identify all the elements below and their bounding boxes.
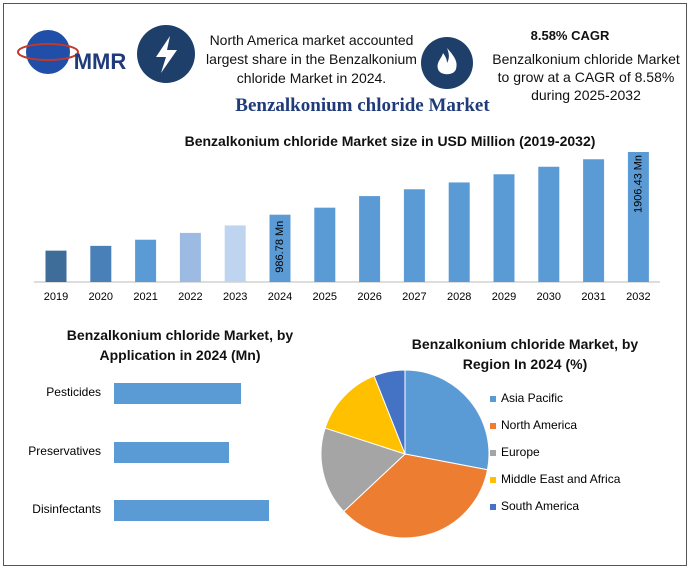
value-label: 986.78 Mn xyxy=(274,221,286,273)
x-tick-label: 2032 xyxy=(626,291,650,303)
bar xyxy=(314,207,336,282)
main-title: Benzalkonium chloride Market xyxy=(235,95,490,116)
pie-slice xyxy=(373,369,406,455)
legend-swatch xyxy=(490,504,496,510)
cagr-title: 8.58% CAGR xyxy=(530,28,610,43)
bar xyxy=(114,383,241,404)
value-label: 1906.43 Mn xyxy=(632,155,644,213)
x-tick-label: 2019 xyxy=(44,291,68,303)
legend-label: South America xyxy=(501,499,579,513)
legend-label: Europe xyxy=(501,445,540,459)
x-tick-label: 2021 xyxy=(133,291,157,303)
x-tick-label: 2025 xyxy=(313,291,337,303)
x-tick-label: 2029 xyxy=(492,291,516,303)
legend-label: Asia Pacific xyxy=(501,391,563,405)
bar xyxy=(538,166,560,282)
pie-slice xyxy=(320,427,406,513)
x-tick-label: 2023 xyxy=(223,291,247,303)
logo-globe xyxy=(26,30,70,74)
legend-swatch xyxy=(490,423,496,429)
logo-text: MMR xyxy=(74,49,127,74)
bar xyxy=(403,189,425,282)
logo-ring xyxy=(17,43,79,61)
pie-slice xyxy=(343,453,489,539)
legend-swatch xyxy=(490,477,496,483)
frame xyxy=(3,3,687,566)
bar xyxy=(359,196,381,282)
legend-label: North America xyxy=(501,418,577,432)
bar xyxy=(179,232,201,282)
bar xyxy=(114,442,229,463)
x-tick-label: 2022 xyxy=(178,291,202,303)
pie-title: Benzalkonium chloride Market, by Region … xyxy=(411,336,639,372)
legend-swatch xyxy=(490,396,496,402)
bar xyxy=(90,245,112,282)
x-tick-label: 2031 xyxy=(581,291,605,303)
bolt xyxy=(156,36,177,73)
legend-swatch xyxy=(490,450,496,456)
x-tick-label: 2030 xyxy=(537,291,561,303)
x-tick-label: 2027 xyxy=(402,291,426,303)
bar xyxy=(269,214,291,282)
flame xyxy=(437,48,457,75)
x-tick-label: 2026 xyxy=(357,291,381,303)
cagr-text: Benzalkonium chloride Market to grow at … xyxy=(492,51,680,103)
legend-label: Middle East and Africa xyxy=(501,472,621,486)
bar xyxy=(114,500,269,521)
note: North America market accounted largest s… xyxy=(206,32,417,86)
bar xyxy=(448,182,470,282)
x-tick-label: 2020 xyxy=(89,291,113,303)
x-tick-label: 2028 xyxy=(447,291,471,303)
x-tick-label: 2024 xyxy=(268,291,292,303)
pie-slice xyxy=(324,375,406,455)
bar xyxy=(493,174,515,282)
y-tick-label: Preservatives xyxy=(28,444,101,458)
bar xyxy=(45,250,67,282)
bar xyxy=(135,239,157,282)
bar xyxy=(224,225,246,282)
y-tick-label: Pesticides xyxy=(46,385,101,399)
y-tick-label: Disinfectants xyxy=(32,502,101,516)
bar xyxy=(583,159,605,282)
bar-title: Benzalkonium chloride Market size in USD… xyxy=(184,133,596,149)
hbar-title: Benzalkonium chloride Market, by Applica… xyxy=(66,327,294,363)
bar xyxy=(627,152,649,282)
pie-slice xyxy=(404,369,490,471)
